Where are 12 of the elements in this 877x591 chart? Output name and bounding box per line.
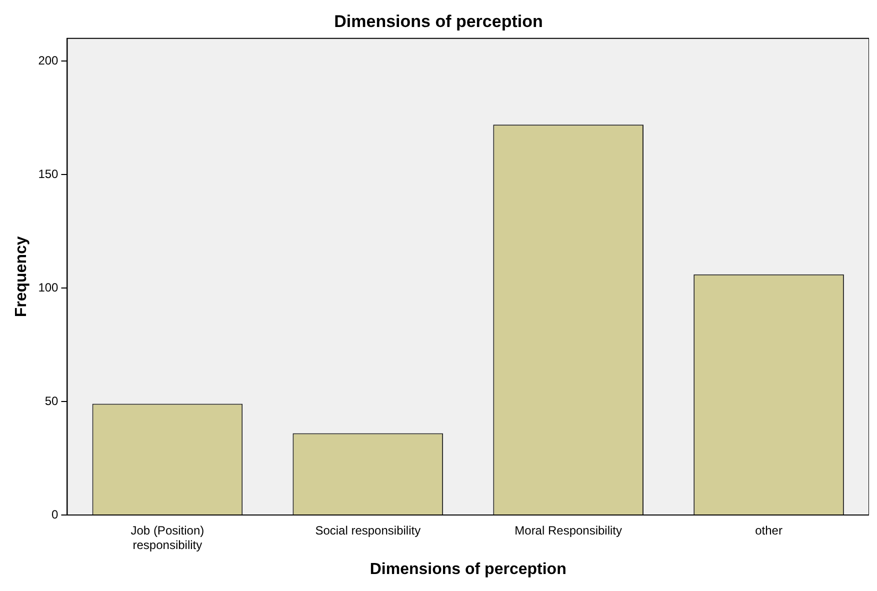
y-tick-label: 100	[38, 280, 59, 294]
x-tick-label: other	[755, 524, 782, 538]
x-tick-label: Job (Position) responsibility	[130, 524, 204, 552]
y-tick-label: 200	[38, 53, 59, 68]
y-tick-label: 50	[44, 394, 59, 408]
y-tick-label: 150	[38, 166, 59, 181]
x-axis-title: Dimensions of perception	[370, 560, 566, 578]
y-tick-label: 0	[52, 507, 59, 522]
y-axis-title: Frequency	[13, 236, 30, 318]
x-tick-label: Moral Responsibility	[514, 524, 622, 538]
x-tick-label: Social responsibility	[315, 524, 421, 538]
chart-title: Dimensions of perception	[334, 12, 543, 31]
